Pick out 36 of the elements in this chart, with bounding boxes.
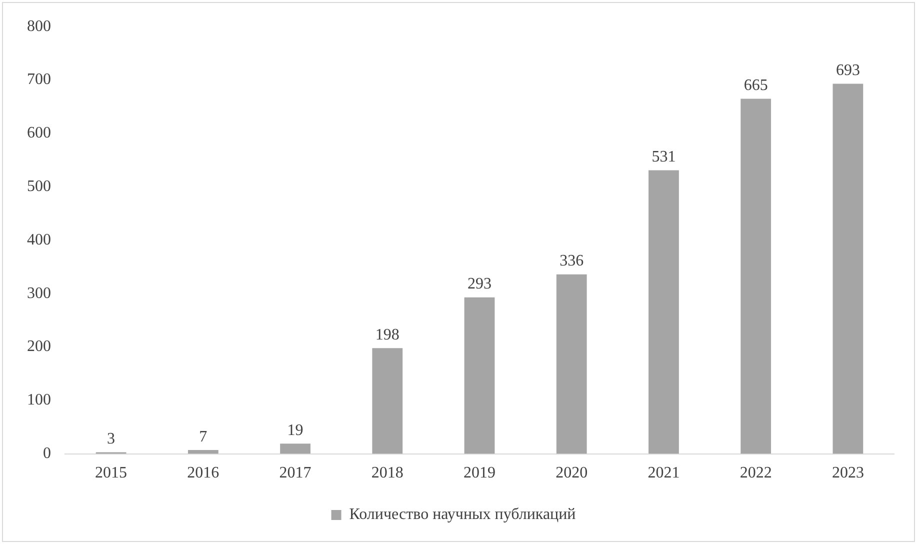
y-tick-label: 300 xyxy=(27,284,51,302)
data-label: 3 xyxy=(107,430,116,448)
data-label: 531 xyxy=(652,148,676,166)
data-label: 665 xyxy=(744,76,768,94)
bar xyxy=(648,170,679,454)
x-tick-label: 2022 xyxy=(740,464,772,482)
bar xyxy=(188,450,218,454)
data-label: 7 xyxy=(199,428,208,446)
data-label: 693 xyxy=(836,62,860,79)
y-tick-label: 800 xyxy=(27,18,51,35)
y-tick-label: 600 xyxy=(27,124,51,142)
x-tick-label: 2019 xyxy=(464,464,496,482)
bar xyxy=(556,274,587,454)
data-label: 293 xyxy=(468,276,492,293)
x-tick-label: 2018 xyxy=(371,464,404,482)
y-tick-label: 0 xyxy=(43,445,51,462)
bar xyxy=(740,98,772,454)
x-tick-label: 2017 xyxy=(279,464,312,482)
bar xyxy=(464,297,495,454)
bar xyxy=(280,444,310,454)
data-label: 198 xyxy=(375,326,400,344)
x-tick-label: 2016 xyxy=(187,464,220,482)
y-tick-label: 700 xyxy=(27,71,51,88)
y-tick-label: 100 xyxy=(27,392,51,409)
data-label: 336 xyxy=(560,252,584,270)
y-tick-label: 500 xyxy=(27,178,51,196)
bar xyxy=(372,348,403,454)
x-tick-label: 2015 xyxy=(95,464,128,482)
x-tick-label: 2020 xyxy=(556,464,588,482)
y-tick-label: 200 xyxy=(27,338,51,356)
data-label: 19 xyxy=(287,422,304,439)
x-tick-label: 2023 xyxy=(832,464,864,482)
legend-label: Количество научных публикаций xyxy=(349,506,576,524)
bar xyxy=(832,84,864,454)
x-tick-label: 2021 xyxy=(648,464,680,482)
y-tick-label: 400 xyxy=(27,231,51,248)
